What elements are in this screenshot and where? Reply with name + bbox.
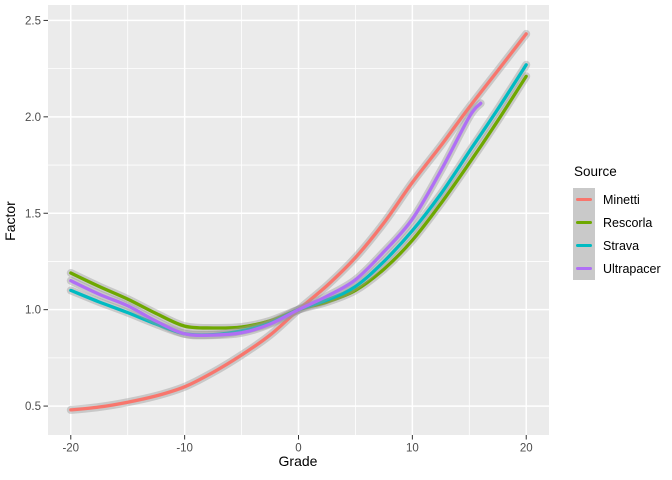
x-tick-label: 0 bbox=[295, 443, 301, 455]
y-tick-label: 1.5 bbox=[25, 208, 41, 220]
legend-key-line-icon bbox=[576, 243, 592, 248]
series-line-ultrapacer bbox=[69, 101, 483, 338]
legend: Source Minetti Rescorla Strava Ultrapacer bbox=[573, 164, 661, 280]
series-group bbox=[66, 29, 531, 414]
x-tick-label: 10 bbox=[406, 443, 419, 455]
legend-key-line-icon bbox=[576, 220, 592, 225]
legend-entry-strava: Strava bbox=[573, 234, 661, 257]
legend-entry-label: Rescorla bbox=[603, 215, 653, 230]
legend-key-swatch bbox=[573, 234, 595, 257]
legend-key-line-icon bbox=[576, 197, 592, 202]
x-tick-label: 20 bbox=[520, 443, 533, 455]
y-tick-label: 2.0 bbox=[25, 112, 41, 124]
legend-key-swatch bbox=[573, 188, 595, 211]
legend-title: Source bbox=[574, 164, 617, 179]
legend-entry-label: Ultrapacer bbox=[603, 261, 661, 276]
x-tick-label: -20 bbox=[62, 443, 79, 455]
legend-key-swatch bbox=[573, 211, 595, 234]
y-tick-label: 2.5 bbox=[25, 15, 41, 27]
legend-key-swatch bbox=[573, 257, 595, 280]
legend-entry-rescorla: Rescorla bbox=[573, 211, 661, 234]
y-tick-label: 0.5 bbox=[25, 401, 41, 413]
x-tick-label: -10 bbox=[176, 443, 193, 455]
legend-entry-label: Minetti bbox=[603, 192, 640, 207]
legend-entry-minetti: Minetti bbox=[573, 188, 661, 211]
y-axis-title: Factor bbox=[2, 201, 18, 241]
legend-key-line-icon bbox=[576, 266, 592, 271]
x-axis-title: Grade bbox=[279, 453, 318, 469]
y-tick-label: 1.0 bbox=[25, 305, 41, 317]
legend-keys: Minetti Rescorla Strava Ultrapacer bbox=[573, 188, 661, 280]
legend-entry-ultrapacer: Ultrapacer bbox=[573, 257, 661, 280]
legend-entry-label: Strava bbox=[603, 238, 640, 253]
